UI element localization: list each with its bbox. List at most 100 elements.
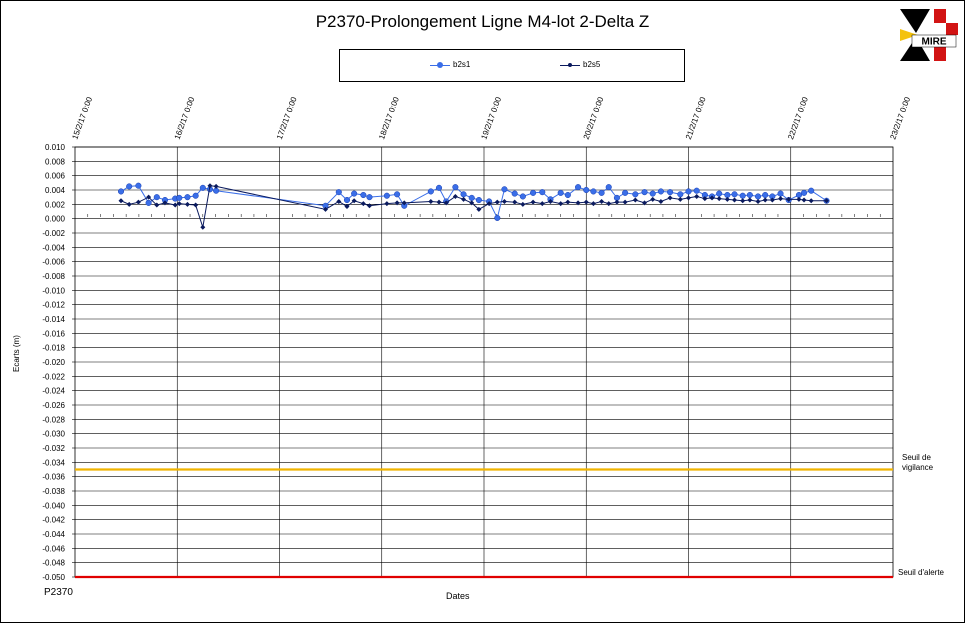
series-1-point [677,191,684,198]
logo-red-block-top [934,9,946,23]
legend-label-series-2: b2s5 [583,60,601,69]
series-2-point [452,193,458,199]
series-1-point [731,191,738,198]
series-1-point [649,190,656,197]
y-tick-label: -0.050 [42,573,65,582]
logo-black-shape-bottom [900,37,930,61]
series-2-point [667,195,673,201]
y-tick-label: -0.046 [42,544,65,553]
series-1-point [641,189,648,196]
series-1-point [394,191,401,198]
y-tick-label: -0.036 [42,473,65,482]
series-2-point [461,196,467,202]
series-2-point [565,199,571,205]
series-2-point [606,201,612,207]
series-2-point [558,201,564,207]
series-1-point [598,189,605,196]
y-tick-label: -0.004 [42,243,65,252]
x-tick-labels: 15/2/17 0:00 16/2/17 0:00 17/2/17 0:00 18/2… [70,95,912,140]
series-2-point [118,198,124,204]
threshold-alerte-label-line1: Seuil d'alerte [898,568,944,577]
series-2-point [677,196,683,202]
series-2-point [520,201,526,207]
series-2-point [614,199,620,205]
y-tick-label: 0.004 [45,186,66,195]
y-tick-label: -0.024 [42,387,65,396]
logo-text: MIRE [922,37,947,48]
series-1-line [120,185,827,220]
series-2-point [162,200,168,206]
series-2-point [599,198,605,204]
series-2-point [642,200,648,206]
series-2-point [476,206,482,212]
y-tick-label: -0.042 [42,516,65,525]
series-2-point [146,194,152,200]
y-tick-label: -0.012 [42,301,65,310]
y-tick-label: -0.048 [42,559,65,568]
threshold-alerte-label: Seuil d'alerte [898,568,944,578]
series-2-point [512,199,518,205]
y-tick-label: -0.026 [42,401,65,410]
series-2-point [494,199,500,205]
series-2-point [193,202,199,208]
series-1-point [539,189,546,196]
series-2-point [366,203,372,209]
series-1-point [145,199,152,206]
series-1-point [605,184,612,191]
y-tick-label: -0.022 [42,372,65,381]
legend-marker-series-1 [437,62,443,68]
series-2-point [436,199,442,205]
series-1-point [693,187,700,194]
series-2-point [796,196,802,202]
series-1-point [176,194,183,201]
series-2-point [539,201,545,207]
series-1-point [575,184,582,191]
logo-yellow-arrow [900,29,918,41]
series-2-point [360,201,366,207]
threshold-vigilance-label-line1: Seuil de [902,453,931,462]
series-2-point [740,198,746,204]
series-1-point [117,188,125,195]
y-tick-label: 0.008 [45,157,66,166]
legend-label-series-1: b2s1 [453,60,471,69]
series-2-point [622,199,628,205]
series-2-line [120,185,827,228]
y-tick-label: -0.016 [42,329,65,338]
series-layer [117,182,830,230]
series-1-point [716,190,723,197]
series-1-point [460,191,467,198]
series-1-point [808,187,815,194]
series-2-point [486,201,492,207]
series-2-point [200,224,206,230]
y-tick-label: -0.034 [42,458,65,467]
series-2-point [769,197,775,203]
series-2-point [778,196,784,202]
y-tick-label: -0.040 [42,501,65,510]
y-tick-label: -0.030 [42,430,65,439]
series-2-point [428,198,434,204]
series-2-point [801,197,807,203]
series-2-point [501,198,507,204]
series-1-point [590,188,597,195]
y-axis-label: Ecarts (m) [12,335,21,372]
series-1-point [468,194,475,201]
series-1-point [685,188,692,195]
series-2-point [323,206,329,212]
series-2-point [336,198,342,204]
series-1-point [184,194,191,201]
y-tick-label: -0.020 [42,358,65,367]
chart-title: P2370-Prolongement Ligne M4-lot 2-Delta … [315,12,650,31]
y-tick-label: 0.010 [45,143,66,152]
series-2-point [808,198,814,204]
series-1-point [754,193,762,200]
series-2-point [724,196,730,202]
series-2-point [401,200,407,206]
threshold-vigilance-label-line2: vigilance [902,463,934,472]
series-2-point [135,199,141,205]
series-2-point [755,198,761,204]
x-tick-label: 22/2/17 0:00 [786,95,810,140]
series-2-point [686,195,691,201]
series-1-point [519,193,526,200]
series-2-point [394,200,400,206]
series-2-point [184,201,190,207]
